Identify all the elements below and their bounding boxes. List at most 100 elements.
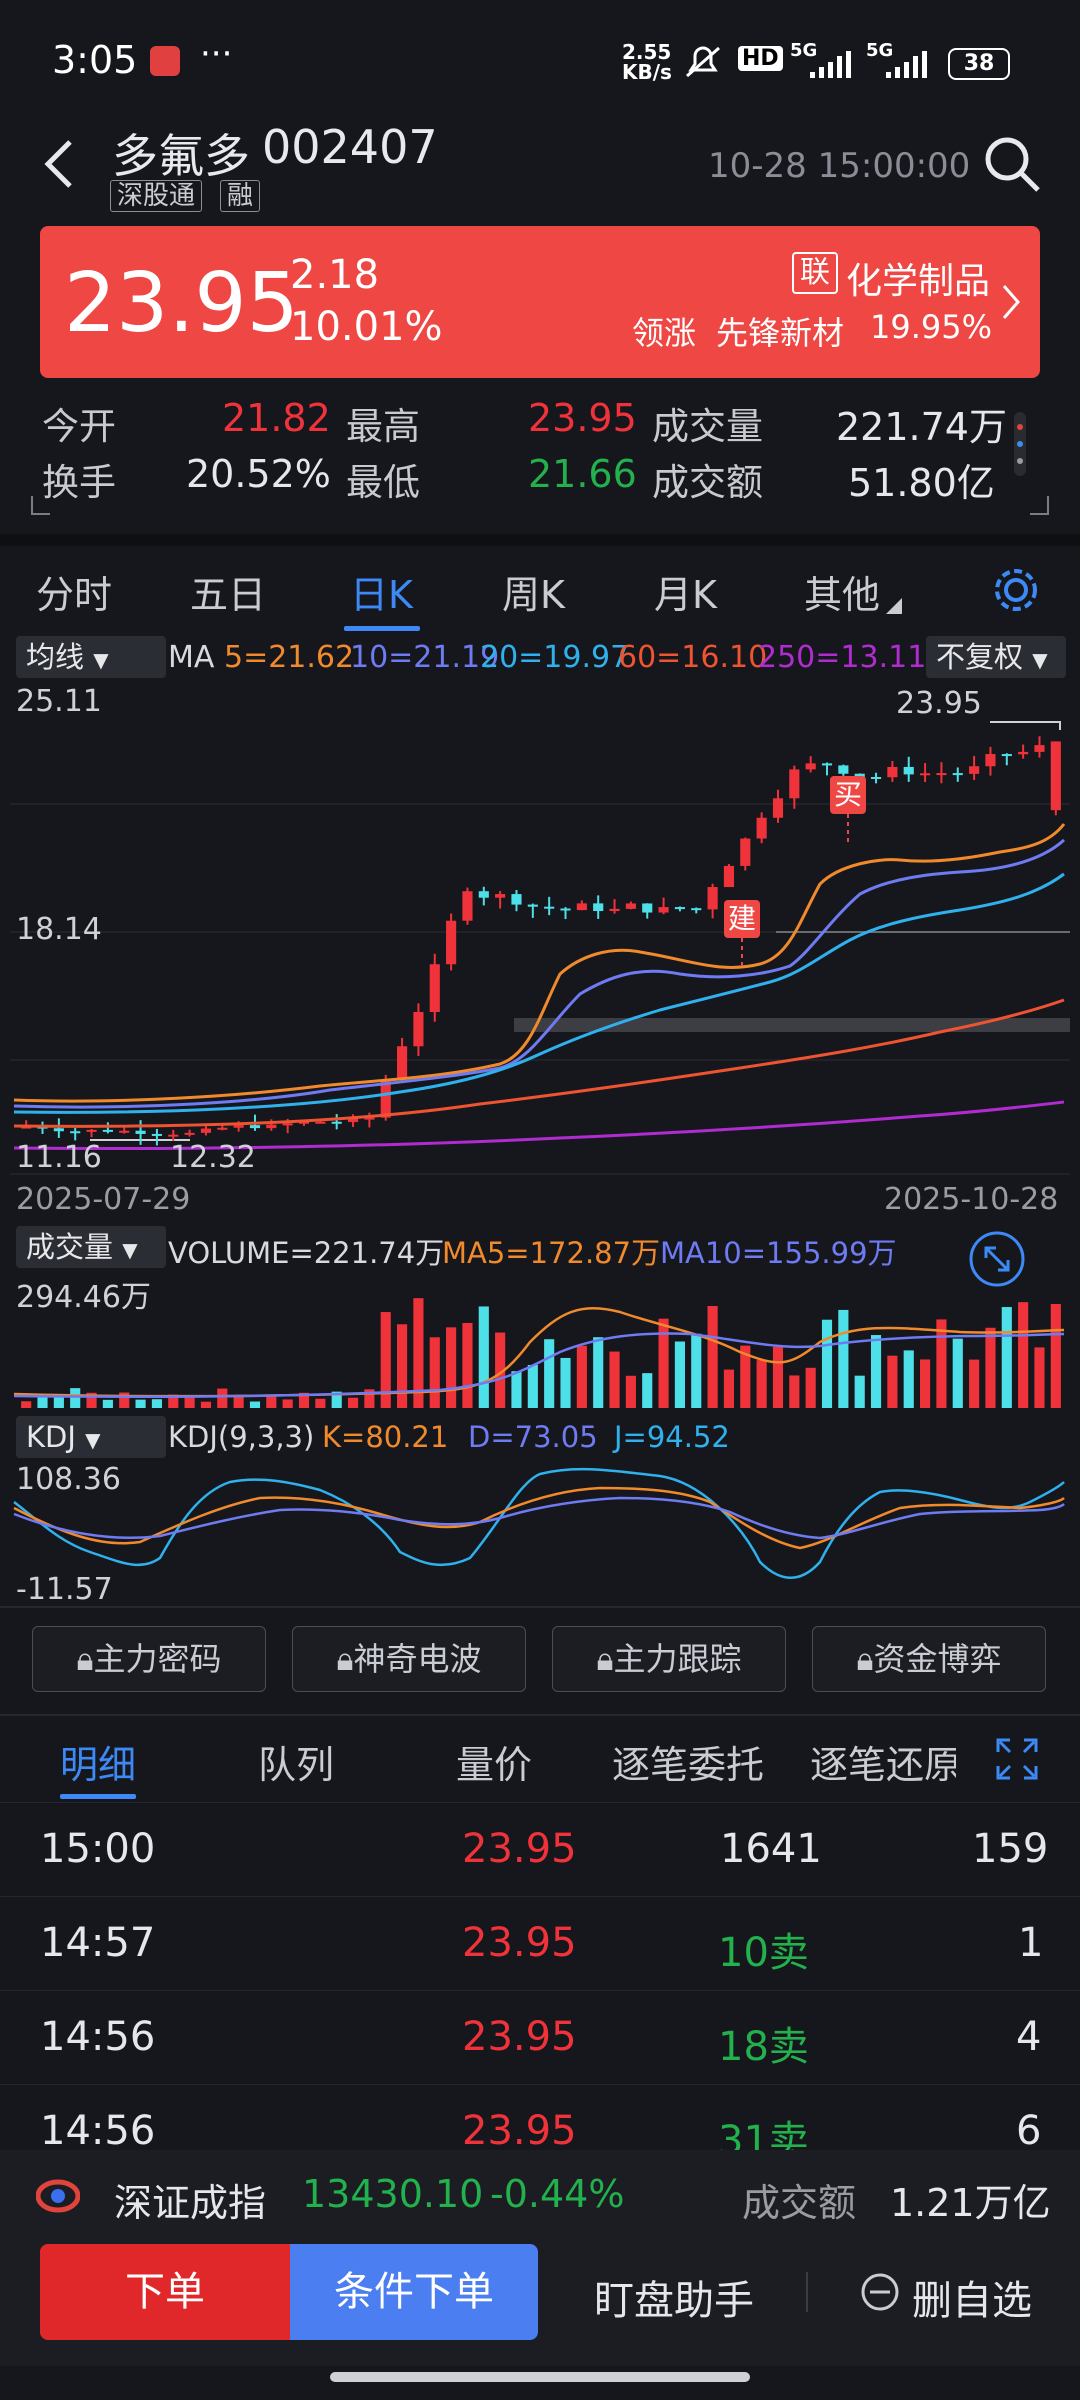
tab-trade-replay[interactable]: 逐笔还原 — [810, 1743, 956, 1784]
divider — [0, 1714, 1080, 1716]
tab-detail[interactable]: 明细 — [60, 1743, 137, 1787]
tick-list: 15:00 23.95 1641 159 14:57 23.95 10卖 1 1… — [0, 1802, 1080, 2242]
candle-body — [789, 769, 800, 799]
ma60-value: 60=16.10 — [618, 640, 768, 675]
tick-count: 6 — [1016, 2108, 1042, 2154]
tool-main-force-track[interactable]: 🔒︎主力跟踪 — [552, 1626, 786, 1692]
notification-icon — [150, 46, 180, 76]
candle-body — [331, 1121, 342, 1124]
fullscreen-icon[interactable] — [996, 1738, 1038, 1780]
kdj-select-label: KDJ — [26, 1420, 76, 1454]
tab-monthly-k[interactable]: 月K — [654, 573, 717, 617]
volume-bar — [658, 1318, 669, 1408]
kdj-params: KDJ(9,3,3) — [168, 1420, 315, 1454]
settings-gear-icon[interactable] — [990, 564, 1042, 616]
marker-buy-bg — [830, 776, 866, 814]
kline-chart[interactable]: 建 买 — [0, 684, 1080, 1224]
ma250-line — [13, 1100, 1065, 1151]
tool-magic-wave[interactable]: 🔒︎神奇电波 — [292, 1626, 526, 1692]
mute-icon — [686, 46, 720, 78]
volume-bar — [560, 1357, 571, 1408]
candle-body — [593, 903, 604, 912]
ma10-line — [13, 838, 1066, 1109]
low-label: 最低 — [346, 461, 420, 504]
high-mark-label: 23.95 — [896, 686, 982, 721]
candle-body — [985, 754, 996, 767]
adjust-select[interactable]: 不复权 ▼ — [926, 636, 1066, 678]
candle-body — [740, 838, 751, 866]
tool-label: 主力跟踪 — [613, 1640, 742, 1678]
leader-label: 领涨 — [632, 314, 697, 352]
tab-active-indicator — [60, 1794, 136, 1799]
volume-bar — [593, 1337, 604, 1408]
high-label: 最高 — [346, 405, 420, 448]
tab-weekly-k[interactable]: 周K — [502, 573, 565, 617]
search-icon[interactable] — [982, 134, 1042, 194]
tab-queue[interactable]: 队列 — [258, 1743, 335, 1787]
tab-other[interactable]: 其他 — [804, 573, 881, 617]
expand-chart-icon[interactable] — [968, 1230, 1026, 1288]
home-indicator — [330, 2372, 750, 2382]
volume-select[interactable]: 成交量 ▼ — [16, 1226, 166, 1268]
volume-bar — [119, 1392, 130, 1408]
candles — [21, 736, 1061, 1146]
candle-body — [249, 1125, 261, 1129]
kdj-select[interactable]: KDJ ▼ — [16, 1416, 166, 1458]
volume-bar — [70, 1388, 81, 1408]
index-bar[interactable]: 深证成指 13430.10 -0.44% 成交额 1.21万亿 — [0, 2150, 1080, 2242]
caret-down-icon: ▼ — [1032, 648, 1048, 672]
tab-intraday[interactable]: 分时 — [36, 573, 113, 617]
industry-name[interactable]: 化学制品 — [846, 261, 991, 302]
volume-bars — [21, 1298, 1061, 1408]
ma5-value: 5=21.62 — [224, 640, 355, 675]
candle-body — [903, 766, 914, 775]
order-button[interactable]: 下单 — [40, 2244, 290, 2340]
volume-bar — [233, 1394, 244, 1408]
volume-bar — [936, 1319, 947, 1408]
candle-body — [298, 1121, 310, 1124]
open-value: 21.82 — [222, 396, 331, 440]
tool-main-force-code[interactable]: 🔒︎主力密码 — [32, 1626, 266, 1692]
amount-value: 51.80亿 — [848, 461, 995, 505]
kdj-j-line — [13, 1467, 1065, 1579]
tick-time: 14:57 — [40, 1920, 156, 1966]
volume-bar — [642, 1373, 653, 1408]
volume-bar: 成交量 ▼ VOLUME=221.74万 MA5=172.87万 MA10=15… — [0, 1226, 1080, 1287]
volume-bar — [723, 1369, 735, 1408]
volume-bar — [21, 1401, 32, 1408]
tab-volume-price[interactable]: 量价 — [456, 1743, 533, 1787]
tick-price: 23.95 — [462, 1826, 577, 1872]
watch-assistant-button[interactable]: 盯盘助手 — [594, 2278, 754, 2324]
candle-body — [446, 920, 457, 965]
volume-bar — [331, 1391, 342, 1408]
kdj-k-line — [13, 1486, 1065, 1550]
volume-select-label: 成交量 — [26, 1230, 114, 1264]
tab-order-by-order[interactable]: 逐笔委托 — [612, 1743, 765, 1787]
volume-bar — [462, 1322, 473, 1408]
tab-five-day[interactable]: 五日 — [190, 573, 267, 617]
candle-body — [119, 1130, 130, 1133]
back-icon[interactable] — [38, 136, 78, 192]
tick-time: 15:00 — [40, 1826, 156, 1872]
conditional-order-button[interactable]: 条件下单 — [290, 2244, 538, 2340]
candle-body — [805, 763, 816, 770]
status-bar: 3:05 ··· 2.55 KB/s HD 5G 5G 38 — [0, 0, 1080, 120]
ma-select[interactable]: 均线 ▼ — [16, 636, 166, 678]
y-low-label: 11.16 — [16, 1140, 102, 1175]
table-row: 14:57 23.95 10卖 1 — [0, 1896, 1080, 1991]
tick-volume: 1641 — [720, 1826, 822, 1872]
candle-body — [609, 908, 620, 912]
volume-bar — [952, 1338, 963, 1408]
volume-bar — [151, 1399, 162, 1408]
volume-bar — [1001, 1307, 1012, 1408]
tab-other-caret-icon — [886, 598, 902, 614]
remove-watchlist-button[interactable]: 删自选 — [912, 2278, 1032, 2324]
tool-capital-game[interactable]: 🔒︎资金博弈 — [812, 1626, 1046, 1692]
chevron-right-icon[interactable] — [1000, 282, 1024, 322]
net-speed-unit: KB/s — [622, 60, 672, 84]
tab-daily-k[interactable]: 日K — [350, 573, 413, 617]
battery-icon: 38 — [948, 48, 1010, 80]
volume-bar — [707, 1305, 718, 1408]
tick-count: 159 — [972, 1826, 1049, 1872]
volume-bar — [674, 1341, 685, 1408]
